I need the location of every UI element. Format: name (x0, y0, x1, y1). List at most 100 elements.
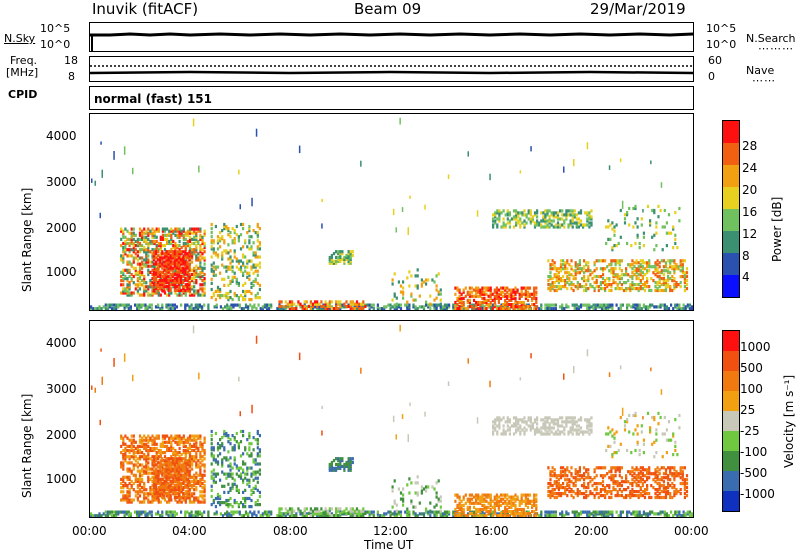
heatmap-cell (151, 448, 154, 453)
heatmap-cell (638, 510, 641, 514)
heatmap-cell (559, 209, 562, 213)
heatmap-cell (219, 438, 222, 442)
heatmap-cell (136, 241, 139, 246)
heatmap-cell (311, 509, 315, 513)
heatmap-cell (332, 252, 336, 256)
heatmap-cell (210, 222, 213, 227)
heatmap-cell (535, 300, 538, 305)
heatmap-cell (552, 219, 555, 223)
heatmap-cell (203, 229, 206, 233)
heatmap-cell (154, 485, 158, 489)
heatmap-cell (237, 466, 240, 470)
heatmap-cell (239, 204, 241, 210)
heatmap-cell (237, 259, 240, 263)
heatmap-cell (318, 512, 321, 516)
heatmap-cell (227, 275, 230, 279)
heatmap-cell (244, 498, 247, 503)
heatmap-cell (176, 229, 179, 233)
heatmap-cell (120, 463, 123, 467)
heatmap-cell (120, 436, 123, 440)
heatmap-cell (634, 204, 637, 208)
heatmap-cell (435, 274, 438, 278)
heatmap-cell (556, 221, 560, 225)
heatmap-cell (128, 291, 131, 295)
heatmap-cell (199, 434, 202, 438)
heatmap-cell (437, 303, 440, 307)
heatmap-cell (632, 305, 635, 309)
heatmap-cell (466, 305, 470, 309)
heatmap-cell (149, 260, 152, 264)
heatmap-cell (547, 279, 550, 283)
heatmap-cell (561, 305, 564, 309)
heatmap-cell (138, 244, 142, 248)
heatmap-cell (244, 291, 247, 296)
heatmap-cell (212, 476, 215, 480)
heatmap-cell (188, 244, 192, 248)
heatmap-cell (321, 223, 323, 229)
heatmap-cell (195, 248, 198, 252)
heatmap-cell (629, 283, 632, 287)
heatmap-cell (588, 215, 591, 219)
heatmap-cell (256, 296, 259, 300)
heatmap-cell (617, 514, 620, 518)
heatmap-cell (671, 265, 674, 269)
heatmap-cell (169, 473, 172, 477)
heatmap-cell (633, 269, 636, 273)
heatmap-cell (259, 307, 262, 311)
heatmap-cell (186, 256, 189, 260)
heatmap-cell (242, 462, 245, 466)
heatmap-cell (351, 300, 354, 304)
heatmap-cell (244, 294, 247, 298)
heatmap-cell (165, 483, 168, 487)
heatmap-cell (154, 270, 158, 274)
heatmap-cell (195, 268, 198, 272)
heatmap-cell (151, 500, 154, 504)
heatmap-cell (508, 303, 511, 307)
heatmap-cell (141, 444, 144, 448)
heatmap-cell (167, 510, 170, 514)
heatmap-cell (98, 305, 101, 309)
heatmap-cell (175, 477, 178, 481)
heatmap-cell (339, 304, 342, 308)
heatmap-cell (173, 514, 176, 518)
heatmap-cell (170, 274, 173, 279)
heatmap-cell (252, 263, 255, 267)
heatmap-cell (155, 229, 158, 233)
heatmap-cell (186, 262, 189, 266)
heatmap-cell (174, 440, 177, 444)
heatmap-cell (583, 271, 586, 275)
heatmap-cell (381, 307, 384, 311)
heatmap-cell (590, 217, 593, 221)
heatmap-cell (265, 307, 269, 311)
heatmap-cell (439, 288, 442, 292)
heatmap-cell (458, 497, 461, 501)
heatmap-cell (191, 248, 194, 252)
heatmap-cell (495, 288, 498, 292)
heatmap-cell (138, 473, 142, 477)
heatmap-cell (150, 303, 153, 307)
heatmap-cell (167, 493, 170, 498)
heatmap-cell (659, 305, 662, 309)
heatmap-cell (579, 209, 583, 213)
heatmap-cell (151, 484, 154, 488)
heatmap-cell (210, 474, 213, 478)
heatmap-cell (458, 296, 461, 300)
heatmap-cell (252, 490, 255, 494)
heatmap-cell (167, 258, 170, 262)
heatmap-cell (191, 285, 194, 289)
heatmap-cell (184, 483, 187, 487)
heatmap-cell (535, 292, 538, 296)
heatmap-cell (210, 448, 213, 452)
heatmap-cell (152, 477, 155, 481)
heatmap-cell (153, 440, 156, 444)
heatmap-cell (454, 507, 457, 512)
heatmap-cell (161, 459, 164, 463)
heatmap-cell (512, 225, 516, 229)
heatmap-cell (672, 246, 675, 250)
heatmap-cell (326, 302, 329, 306)
heatmap-cell (559, 287, 563, 291)
heatmap-cell (149, 229, 152, 233)
heatmap-cell (462, 507, 465, 512)
heatmap-cell (145, 229, 148, 233)
heatmap-cell (448, 305, 451, 309)
